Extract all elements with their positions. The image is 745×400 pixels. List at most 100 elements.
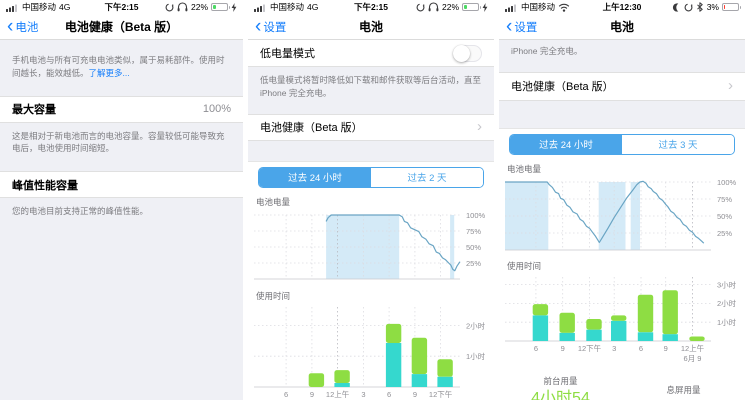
charging-bolt-icon (231, 2, 237, 12)
time-range-segmented-control: 过去 24 小时 过去 3 天 (509, 133, 735, 155)
carrier-label: 中国移动 (521, 2, 556, 12)
signal-icon (254, 4, 265, 12)
nav-bar: ‹ 电池 电池健康（Beta 版） (0, 14, 243, 40)
rotation-lock-icon (416, 3, 425, 11)
svg-text:50%: 50% (466, 242, 481, 251)
svg-text:1小时: 1小时 (717, 317, 737, 327)
time-range-segmented-control: 过去 24 小时 过去 2 天 (258, 166, 484, 188)
status-time: 上午12:30 (602, 2, 642, 12)
signal-icon (505, 4, 516, 12)
headphones-icon (177, 2, 188, 12)
nav-bar: ‹ 设置 电池 (248, 14, 494, 40)
peak-performance-label: 峰值性能容量 (12, 179, 78, 192)
max-capacity-row: 最大容量 100% (0, 95, 243, 123)
battery-level-chart: 100% 75% 50% 25% (254, 210, 486, 279)
battery-level-label: 电池电量 (507, 163, 542, 174)
svg-text:12下午: 12下午 (578, 343, 602, 353)
svg-text:100%: 100% (717, 178, 737, 187)
battery-icon (722, 3, 741, 11)
network-type-label: 4G (307, 2, 319, 12)
wifi-icon (558, 3, 570, 12)
status-bar: 中国移动 4G 下午2:15 22% (0, 0, 243, 14)
tab-past-24-hours[interactable]: 过去 24 小时 (259, 167, 371, 187)
low-power-toggle[interactable] (453, 44, 482, 62)
status-bar: 中国移动 上午12:30 3% (499, 0, 745, 14)
panel-battery-health: 中国移动 4G 下午2:15 22% ‹ 电池 电池健康（Beta 版） 手机电池… (0, 0, 243, 400)
low-power-mode-row: 低电量模式 (248, 40, 494, 67)
low-power-desc-tail: iPhone 完全充电。 (511, 46, 583, 56)
usage-time-label: 使用时间 (256, 290, 291, 301)
foreground-usage-label: 前台用量 (543, 375, 578, 386)
usage-time-chart: 2小时1小时6912上午36912下午6月 8 (254, 306, 486, 400)
status-time: 下午2:15 (353, 2, 388, 12)
page-title: 电池 (358, 20, 383, 34)
battery-percent: 3% (706, 2, 719, 12)
back-chevron-icon: ‹ (255, 15, 262, 37)
tab-past-2-days[interactable]: 过去 2 天 (371, 167, 483, 187)
svg-text:6: 6 (534, 344, 538, 353)
max-capacity-value: 100% (202, 103, 231, 115)
nav-bar: ‹ 设置 电池 (499, 14, 745, 40)
battery-icon (211, 3, 230, 11)
rotation-lock-icon (684, 3, 693, 11)
carrier-label: 中国移动 (270, 2, 305, 12)
status-time: 下午2:15 (104, 2, 139, 12)
foreground-usage-stat: 前台用量 4小时54 分钟 (499, 375, 622, 400)
network-type-label: 4G (59, 2, 71, 12)
svg-text:3: 3 (361, 390, 365, 399)
do-not-disturb-moon-icon (672, 2, 679, 12)
foreground-usage-value: 4小时54 分钟 (531, 389, 590, 400)
bluetooth-icon (696, 2, 703, 12)
svg-text:9: 9 (561, 344, 565, 353)
battery-level-chart: 100% 75% 50% 25% (505, 178, 737, 251)
svg-text:2小时: 2小时 (717, 298, 737, 308)
svg-text:3: 3 (612, 344, 616, 353)
svg-text:75%: 75% (466, 226, 481, 235)
toggle-knob (453, 44, 470, 62)
svg-text:6: 6 (284, 390, 288, 399)
battery-health-link-label: 电池健康（Beta 版） (511, 81, 614, 94)
headphones-icon (428, 2, 439, 12)
svg-text:2小时: 2小时 (466, 320, 486, 330)
page-title: 电池健康（Beta 版） (64, 20, 179, 34)
max-capacity-desc: 这是相对于新电池而言的电池容量。容量较低可能导致充电后，电池使用时间缩短。 (12, 130, 225, 154)
peak-performance-desc: 您的电池目前支持正常的峰值性能。 (12, 206, 149, 216)
svg-text:12上午: 12上午 (326, 389, 350, 399)
battery-health-link-label: 电池健康（Beta 版） (260, 122, 363, 134)
max-capacity-label: 最大容量 (12, 104, 56, 116)
tab-past-3-days[interactable]: 过去 3 天 (622, 134, 734, 154)
battery-info-text: 手机电池与所有可充电电池类似，属于易耗部件。使用时间越长，能效越低。了解更多..… (12, 55, 225, 78)
status-bar: 中国移动 4G 下午2:15 22% (248, 0, 494, 14)
learn-more-link[interactable]: 了解更多... (88, 67, 130, 78)
usage-stats: 前台用量 4小时54 分钟 息屏用量 小时分钟 (499, 375, 745, 400)
svg-text:9: 9 (310, 390, 314, 399)
back-button-settings[interactable]: ‹ 设置 (506, 15, 538, 37)
carrier-label: 中国移动 (22, 2, 57, 12)
battery-health-row[interactable]: 电池健康（Beta 版） › (499, 71, 745, 101)
tab-past-24-hours[interactable]: 过去 24 小时 (510, 134, 622, 154)
chevron-right-icon: › (728, 77, 733, 95)
back-chevron-icon: ‹ (506, 15, 513, 37)
battery-level-label: 电池电量 (256, 196, 291, 207)
low-power-mode-desc: 低电量模式将暂时降低如下载和邮件获取等后台活动，直至 iPhone 完全充电。 (260, 75, 482, 98)
battery-health-row[interactable]: 电池健康（Beta 版） › (248, 113, 494, 141)
page-title: 电池 (609, 20, 634, 34)
rotation-lock-icon (165, 3, 174, 11)
svg-text:25%: 25% (717, 229, 732, 238)
back-button-settings[interactable]: ‹ 设置 (255, 15, 287, 37)
svg-text:12下午: 12下午 (429, 389, 453, 399)
svg-text:9: 9 (413, 390, 417, 399)
svg-text:9: 9 (664, 344, 668, 353)
battery-charts-section: 过去 24 小时 过去 3 天 电池电量 100% 75% 50% 25% 使用时间 … (499, 127, 745, 400)
battery-charts-section: 过去 24 小时 过去 2 天 电池电量 100% 75% 50% 25% 使用时间 … (248, 160, 494, 400)
screen-off-usage-label: 息屏用量 (666, 384, 701, 395)
svg-text:100%: 100% (466, 210, 486, 219)
peak-performance-row: 峰值性能容量 (0, 171, 243, 198)
signal-icon (6, 4, 17, 12)
svg-text:3小时: 3小时 (717, 279, 737, 289)
battery-percent: 22% (441, 2, 459, 12)
back-button-battery[interactable]: ‹ 电池 (7, 15, 39, 37)
panel-battery-24h: 中国移动 4G 下午2:15 22% ‹ 设置 电池 低电量模式 低电量模式将暂时… (248, 0, 494, 400)
svg-text:50%: 50% (717, 212, 732, 221)
